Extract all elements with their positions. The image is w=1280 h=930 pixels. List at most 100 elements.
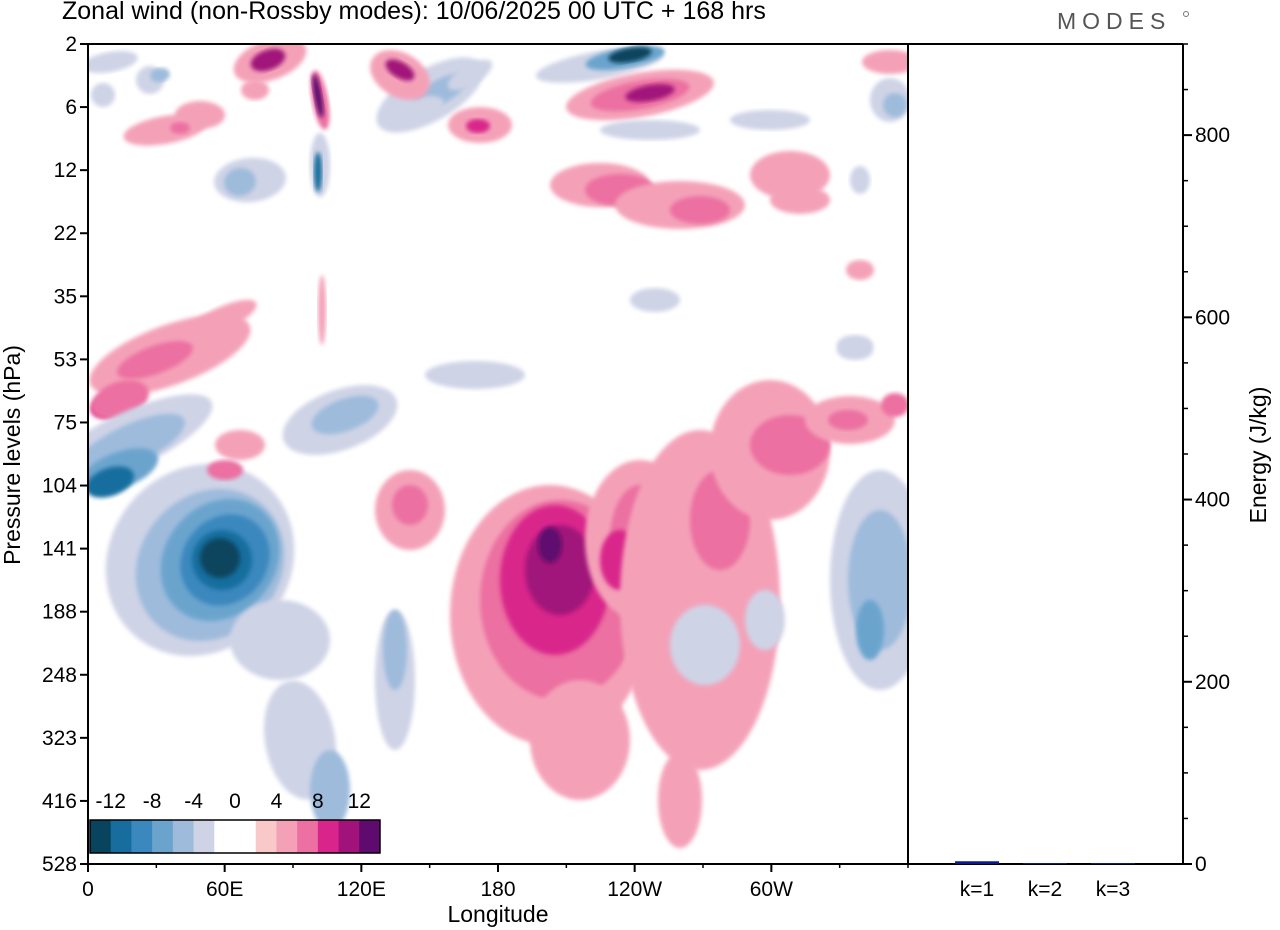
westerly-contour (828, 410, 868, 430)
y-tick-label: 6 (65, 96, 77, 119)
y-tick-label: 2 (65, 33, 77, 56)
y-tick-label: 53 (54, 348, 77, 371)
x-tick-label: 0 (82, 878, 94, 901)
y-axis-title: Pressure levels (hPa) (0, 345, 25, 565)
westerly-contour (241, 80, 269, 100)
registered-mark-icon (1183, 11, 1189, 17)
easterly-contour (150, 67, 170, 83)
westerly-contour (862, 50, 908, 74)
easterly-contour (630, 288, 680, 312)
colorbar-swatch (276, 820, 298, 853)
colorbar-label: 4 (271, 790, 283, 813)
westerly-contour (846, 260, 874, 280)
easterly-contour (447, 59, 493, 91)
x-tick-label: 120E (337, 878, 386, 901)
easterly-contour (425, 361, 525, 389)
colorbar-swatch (317, 820, 340, 853)
easterly-contour (837, 340, 873, 360)
easterly-contour (883, 93, 907, 117)
westerly-contour (170, 122, 190, 134)
westerly-contour (385, 59, 415, 81)
easterly-contour (383, 610, 407, 690)
y-tick-label: 104 (42, 475, 77, 498)
westerly-contour (250, 48, 286, 72)
easterly-contour (224, 167, 256, 197)
energy-tick-label: 0 (1195, 853, 1207, 876)
westerly-contour (625, 84, 675, 102)
y-tick-label: 416 (42, 790, 77, 813)
y-tick-label: 12 (54, 159, 77, 182)
westerly-contour (770, 186, 830, 214)
colorbar-label: -12 (96, 790, 126, 813)
y-tick-label: 323 (42, 727, 77, 750)
colorbar-label: 12 (348, 790, 371, 813)
energy-category-label: k=1 (960, 878, 994, 901)
colorbar-label: 8 (312, 790, 324, 813)
x-tick-label: 180 (480, 878, 515, 901)
y-tick-label: 248 (42, 664, 77, 687)
easterly-contour (608, 47, 652, 63)
colorbar-swatch (110, 820, 132, 853)
x-tick-label: 60E (206, 878, 243, 901)
energy-tick-label: 400 (1195, 489, 1230, 512)
westerly-contour (117, 341, 193, 379)
contour-field (88, 44, 908, 848)
easterly-contour (600, 120, 700, 140)
colorbar-swatch (90, 820, 112, 853)
easterly-contour (311, 395, 379, 435)
y-tick-label: 141 (42, 538, 77, 561)
colorbar-swatch (235, 820, 257, 853)
easterly-contour (850, 166, 870, 194)
westerly-contour (183, 299, 257, 341)
colorbar-swatch (359, 820, 381, 853)
y-tick-label: 75 (54, 411, 77, 434)
colorbar-swatch (214, 820, 236, 853)
easterly-contour (314, 152, 322, 192)
westerly-contour (538, 527, 562, 563)
energy-bar (1091, 863, 1135, 864)
colorbar-swatch (297, 820, 319, 853)
energy-bar (955, 861, 999, 864)
westerly-contour (312, 74, 324, 118)
colorbar-label: -4 (184, 790, 203, 813)
westerly-contour (658, 752, 702, 848)
y-tick-label: 22 (54, 222, 77, 245)
easterly-contour (856, 600, 884, 660)
x-tick-label: 60W (750, 878, 793, 901)
brand-logo: MODES (1057, 8, 1172, 34)
easterly-contour (745, 590, 785, 650)
easterly-contour (730, 110, 810, 130)
energy-bar-axes: 0 200 400 600 800 k=1 k=2 k=3 (908, 43, 1230, 901)
chart-title: Zonal wind (non-Rossby modes): 10/06/202… (62, 0, 766, 25)
westerly-contour (318, 275, 326, 345)
colorbar: -12 -8 -4 0 4 8 12 (89, 790, 381, 854)
colorbar-label: -8 (143, 790, 162, 813)
easterly-contour (310, 750, 350, 830)
energy-category-label: k=2 (1028, 878, 1062, 901)
energy-axis-title: Energy (J/kg) (1245, 387, 1271, 524)
colorbar-frame (89, 819, 381, 854)
x-axis-title: Longitude (447, 901, 548, 927)
westerly-contour (207, 460, 243, 480)
easterly-contour (88, 51, 138, 73)
colorbar-swatch (193, 820, 215, 853)
colorbar-swatch (131, 820, 153, 853)
easterly-contour (670, 605, 740, 685)
westerly-contour (175, 101, 225, 129)
easterly-contour (230, 600, 330, 680)
colorbar-swatch (255, 820, 277, 853)
westerly-contour (392, 485, 428, 525)
heatmap-axes: 0 60E 120E 180 120W 60W 2 6 12 22 35 53 75 104 141 188 2… (42, 33, 909, 901)
energy-category-label: k=3 (1096, 878, 1130, 901)
westerly-contour (466, 119, 490, 133)
westerly-contour (881, 393, 908, 417)
y-tick-label: 188 (42, 601, 77, 624)
easterly-contour (91, 83, 115, 107)
energy-tick-label: 800 (1195, 124, 1230, 147)
y-tick-label: 35 (54, 285, 77, 308)
colorbar-label: 0 (229, 790, 241, 813)
westerly-contour (670, 196, 730, 224)
easterly-contour (88, 466, 134, 498)
energy-tick-label: 200 (1195, 671, 1230, 694)
